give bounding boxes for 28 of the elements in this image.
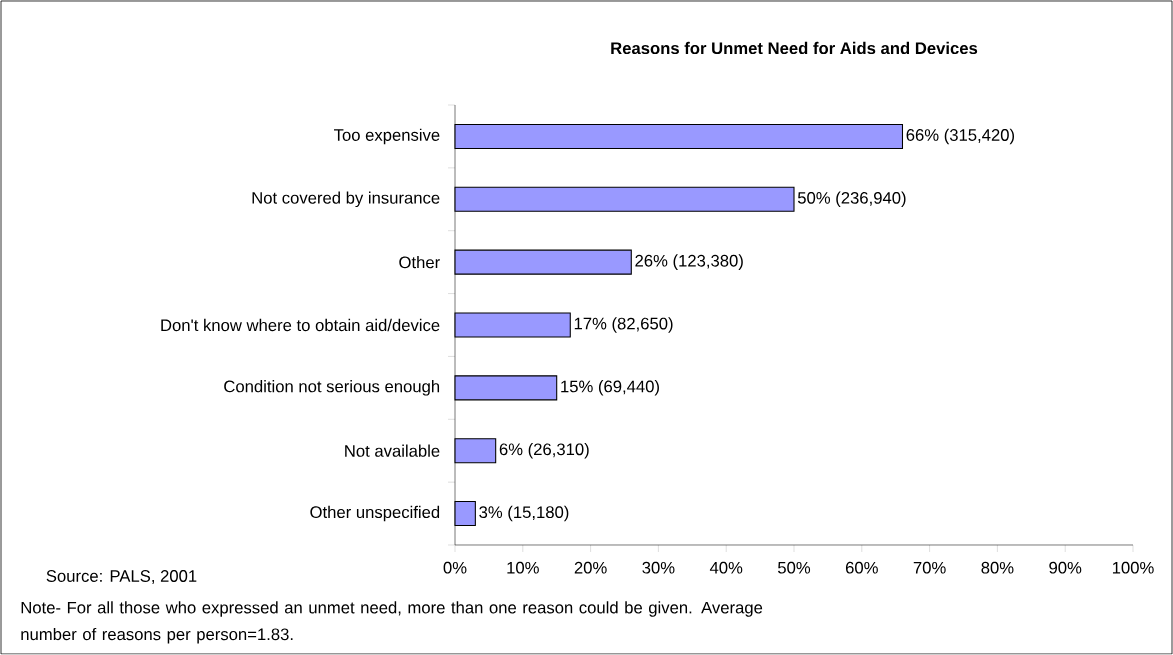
x-tick-label: 60% [845,561,878,574]
y-tick-label: Not covered by insurance [252,191,440,208]
data-label: 26% (123,380) [635,254,743,270]
y-tick-label: Too expensive [334,128,440,145]
y-tick-label: Other unspecified [310,505,440,522]
x-tick-label: 20% [574,561,607,574]
data-label: 66% (315,420) [906,128,1015,145]
chart-title: Reasons for Unmet Need for Aids and Devices [611,41,978,55]
data-label: 50% (236,940) [797,191,906,208]
y-tick-label: Condition not serious enough [224,380,440,396]
data-label: 15% (69,440) [561,380,659,396]
data-label: 17% (82,650) [574,317,673,333]
x-tick-label: 40% [709,561,743,574]
x-tick-label: 30% [642,561,675,574]
x-tick-label: 90% [1049,561,1082,574]
x-tick-label: 0% [443,561,467,574]
text: Note- For all those who expressed an unmet need, more than one reason could be given. Average number of reasons per person=1.83. [21,601,763,644]
y-tick-label: Other [399,256,440,269]
data-label: 3% (15,180) [479,505,569,522]
x-tick-label: 80% [981,561,1014,574]
x-tick-label: 100% [1112,561,1154,574]
data-label: 6% (26,310) [499,442,589,459]
y-tick-label: Don't know where to obtain aid/device [161,318,440,332]
source-note: Source: PALS, 2001 [46,570,197,584]
x-tick-label: 50% [778,561,811,574]
x-tick-label: 10% [507,561,539,574]
y-tick-label: Not available [345,444,440,457]
x-tick-label: 70% [913,561,946,574]
